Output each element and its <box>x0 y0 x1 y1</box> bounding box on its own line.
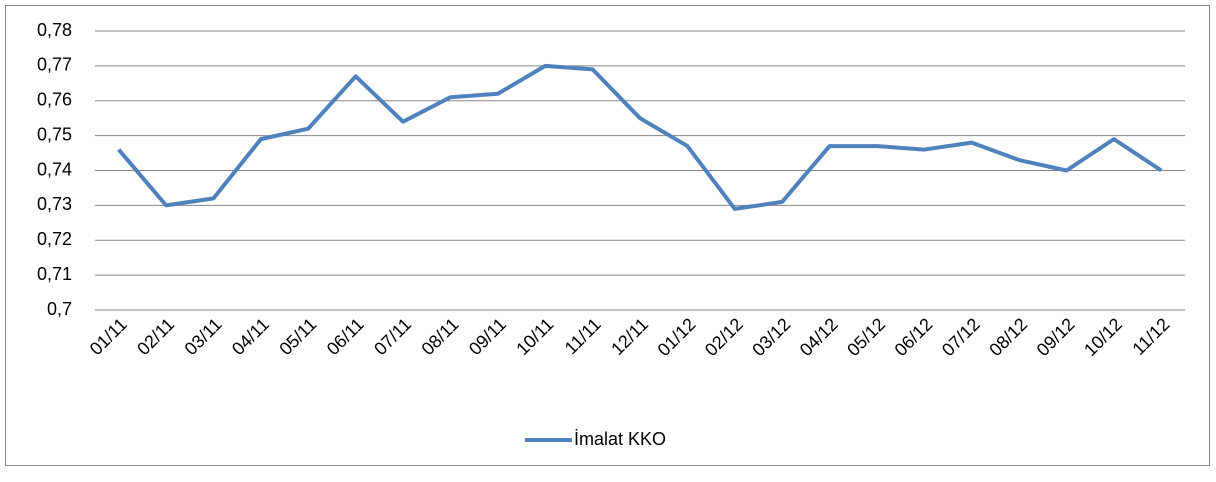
y-tick-label: 0,7 <box>47 299 72 319</box>
y-tick-label: 0,77 <box>37 55 72 75</box>
y-tick-label: 0,72 <box>37 229 72 249</box>
y-tick-label: 0,74 <box>37 159 72 179</box>
y-tick-label: 0,76 <box>37 90 72 110</box>
chart-border <box>5 5 1210 466</box>
legend-label: İmalat KKO <box>574 429 666 449</box>
y-tick-label: 0,71 <box>37 264 72 284</box>
y-tick-label: 0,78 <box>37 20 72 40</box>
y-tick-label: 0,73 <box>37 194 72 214</box>
y-tick-label: 0,75 <box>37 124 72 144</box>
series-line <box>117 63 1163 211</box>
